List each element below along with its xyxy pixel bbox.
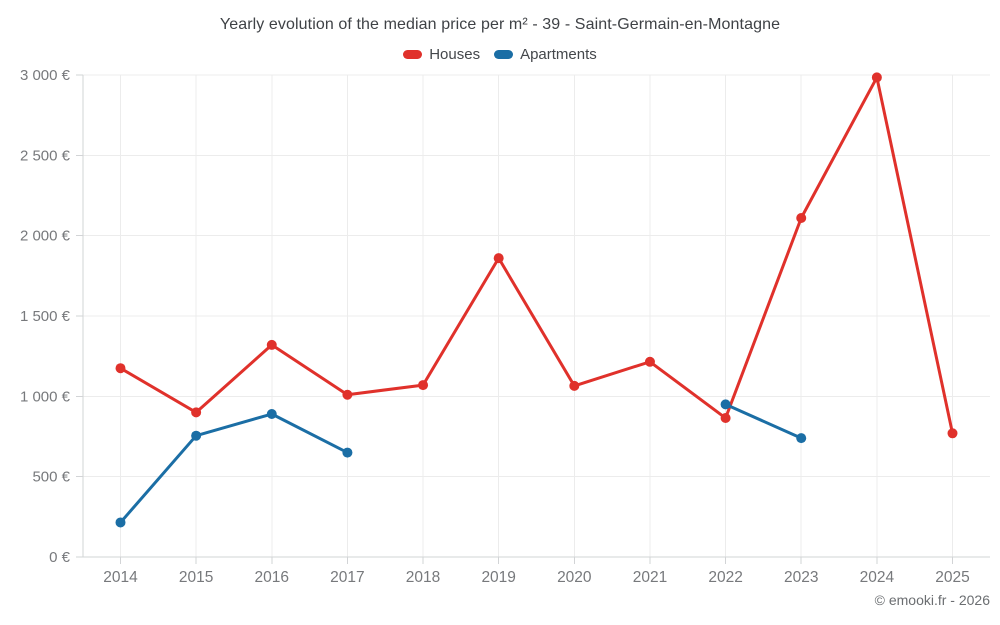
point-houses-2017[interactable] [342,389,353,400]
point-houses-2016[interactable] [266,339,277,350]
x-tick-label: 2024 [860,569,895,586]
point-houses-2023[interactable] [796,212,807,223]
y-tick-label: 3 000 € [20,67,71,84]
y-tick-label: 500 € [32,469,70,486]
legend-swatch-apartments [494,50,514,59]
x-tick-label: 2016 [255,569,289,586]
series-line-apartments [724,402,803,440]
legend-swatch-houses [403,50,423,59]
x-tick-label: 2025 [935,569,969,586]
point-houses-2018[interactable] [418,380,429,391]
x-tick-label: 2022 [708,569,742,586]
point-apartments-2016[interactable] [266,409,277,420]
chart-title: Yearly evolution of the median price per… [219,16,781,33]
point-houses-2024[interactable] [871,72,882,83]
y-tick-label: 0 € [49,549,71,566]
x-tick-label: 2021 [633,569,667,586]
series-line-houses [119,75,954,435]
y-tick-label: 1 500 € [20,308,71,325]
point-apartments-2015[interactable] [191,430,202,441]
x-tick-label: 2014 [103,569,138,586]
x-tick-label: 2020 [557,569,592,586]
y-tick-label: 2 500 € [20,147,71,164]
copyright: © emooki.fr - 2026 [874,592,990,608]
legend-label-houses: Houses [429,46,481,63]
point-houses-2015[interactable] [191,407,202,418]
x-tick-label: 2018 [406,569,440,586]
series-line-apartments [119,412,349,524]
x-tick-label: 2015 [179,569,213,586]
x-tick-label: 2019 [481,569,515,586]
legend: Houses Apartments [0,46,1000,63]
point-apartments-2023[interactable] [796,433,807,444]
y-tick-label: 2 000 € [20,228,71,245]
x-tick-label: 2023 [784,569,818,586]
point-houses-2022[interactable] [720,413,731,424]
point-houses-2019[interactable] [493,253,504,264]
point-apartments-2014[interactable] [115,517,126,528]
point-houses-2021[interactable] [644,356,655,367]
legend-item-houses[interactable]: Houses [403,46,480,63]
point-apartments-2017[interactable] [342,447,353,458]
legend-item-apartments[interactable]: Apartments [494,46,597,63]
point-houses-2025[interactable] [947,428,958,439]
y-tick-label: 1 000 € [20,388,71,405]
legend-label-apartments: Apartments [520,46,597,63]
point-houses-2020[interactable] [569,380,580,391]
point-houses-2014[interactable] [115,363,126,374]
point-apartments-2022[interactable] [720,399,731,410]
x-tick-label: 2017 [330,569,364,586]
